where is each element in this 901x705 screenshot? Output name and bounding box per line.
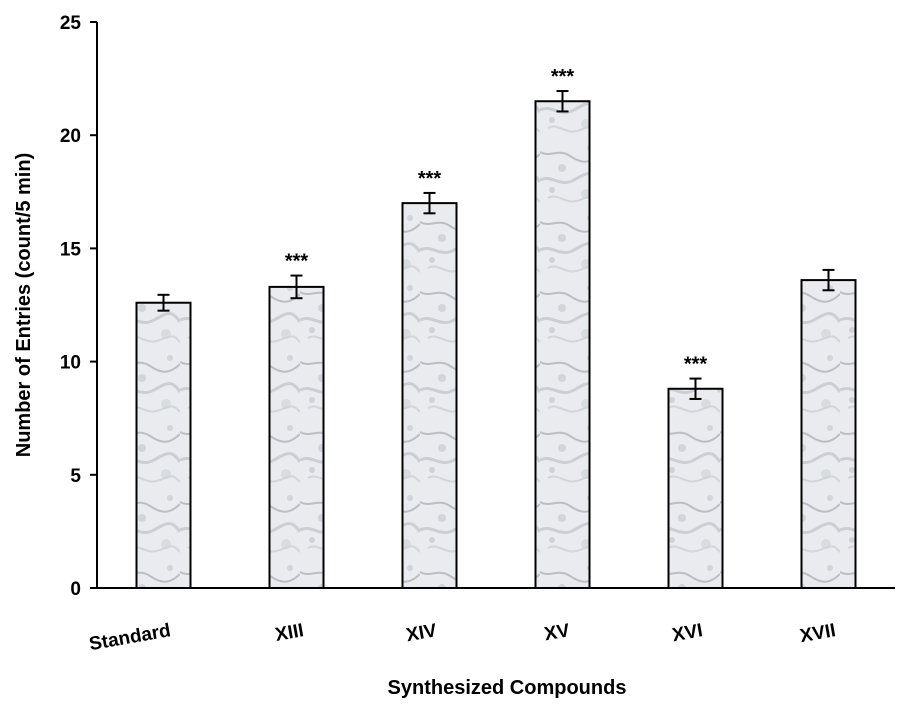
x-tick-label: XVII <box>798 620 837 647</box>
x-tick-labels: Standard XIII XIV XV XVI XVII <box>88 620 838 655</box>
x-tick-label: XV <box>543 620 572 645</box>
x-tick-label: Standard <box>88 620 173 655</box>
y-tick-label: 0 <box>70 579 81 600</box>
x-axis-label: Synthesized Compounds <box>388 677 627 699</box>
bar <box>135 301 192 589</box>
significance-label: *** <box>418 168 442 190</box>
significance-label: *** <box>285 251 309 273</box>
y-tick-label: 10 <box>60 353 81 374</box>
y-tick-label: 25 <box>60 13 82 34</box>
significance-label: *** <box>684 354 708 376</box>
y-ticks: 0 5 10 15 20 25 <box>60 13 97 600</box>
y-axis-label: Number of Entries (count/5 min) <box>13 153 35 457</box>
bars: *** *** *** *** <box>135 66 857 590</box>
y-tick-label: 15 <box>60 239 82 260</box>
bar <box>534 100 591 590</box>
significance-label: *** <box>551 66 575 88</box>
y-axis: 0 5 10 15 20 25 <box>60 13 98 600</box>
bar <box>401 202 458 589</box>
x-tick-label: XIV <box>405 620 439 646</box>
x-tick-label: XVI <box>671 620 705 646</box>
y-tick-label: 5 <box>70 466 81 487</box>
bar <box>667 387 724 589</box>
bar <box>800 279 857 589</box>
bar <box>268 285 325 589</box>
y-tick-label: 20 <box>60 126 81 147</box>
x-tick-label: XIII <box>274 620 306 646</box>
